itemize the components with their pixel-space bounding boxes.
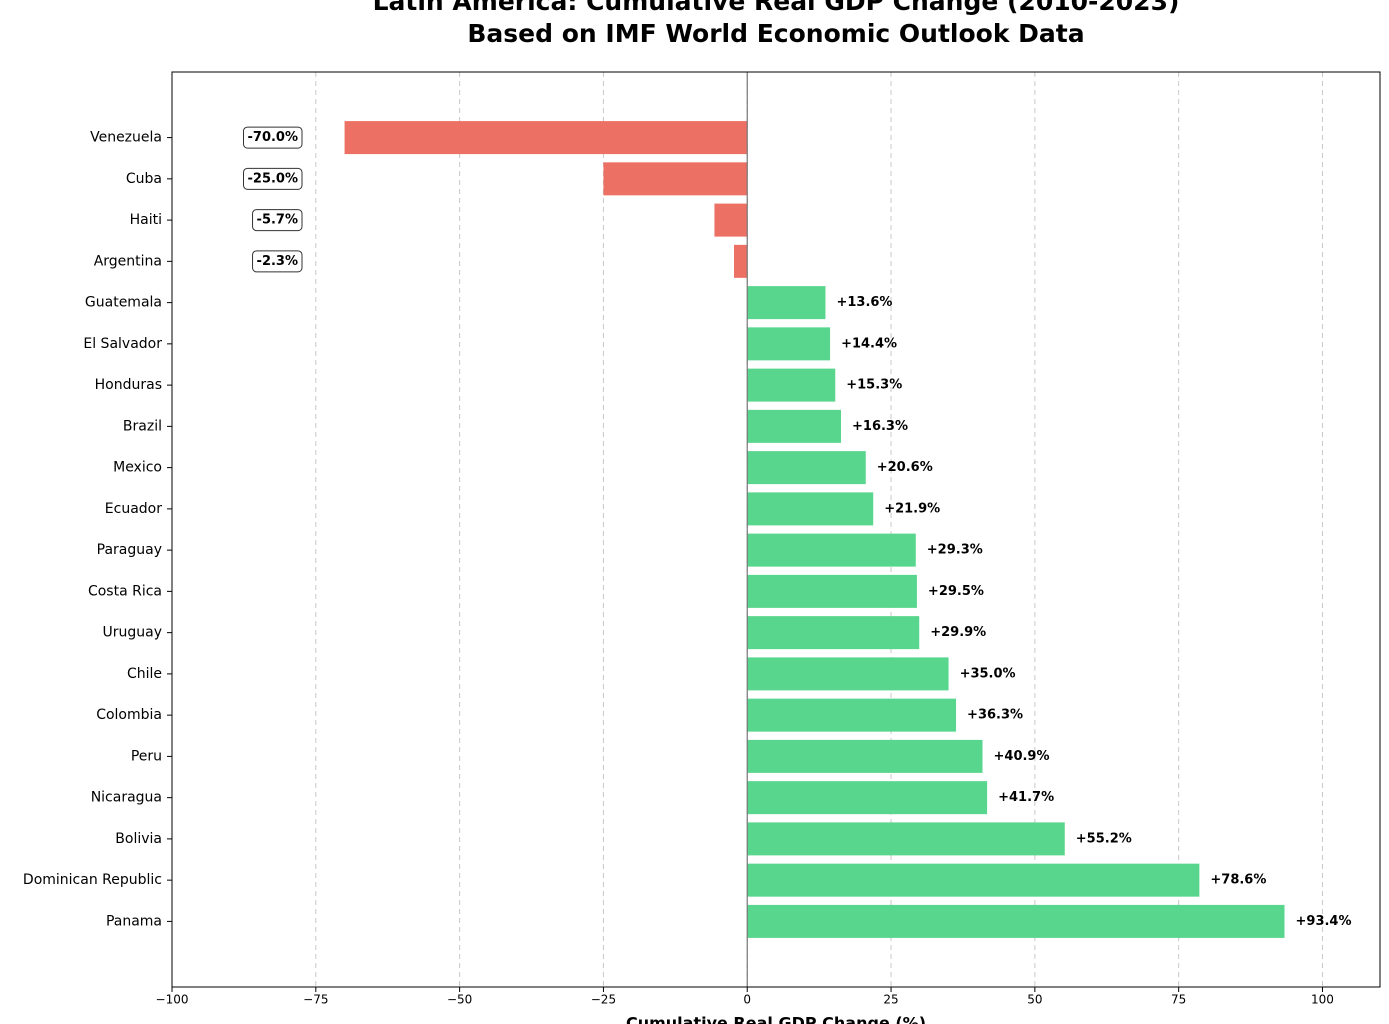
value-label: +16.3% <box>852 419 908 434</box>
y-tick-label: Colombia <box>96 707 162 723</box>
bar <box>747 286 826 320</box>
x-tick-label: −75 <box>303 993 328 1007</box>
bar <box>747 533 916 567</box>
value-label: -5.7% <box>257 213 298 228</box>
value-label: +41.7% <box>998 790 1054 805</box>
value-label: +15.3% <box>846 378 902 393</box>
axes-frame <box>171 71 1381 988</box>
x-tick-label: −100 <box>156 993 189 1007</box>
value-label: +40.9% <box>994 749 1050 764</box>
value-label: +29.3% <box>927 543 983 558</box>
value-label: -25.0% <box>248 171 299 186</box>
x-tick-label: 25 <box>883 993 898 1007</box>
bar <box>734 244 748 278</box>
y-tick-label: Costa Rica <box>88 583 162 599</box>
y-tick-label: Venezuela <box>90 130 162 146</box>
bar <box>603 162 748 196</box>
value-label: +36.3% <box>967 708 1023 723</box>
value-label: +13.6% <box>836 295 892 310</box>
bar <box>747 657 949 691</box>
bar <box>747 863 1200 897</box>
y-tick-label: Brazil <box>123 418 162 434</box>
value-label: -2.3% <box>257 254 298 269</box>
bar <box>747 492 874 526</box>
value-label: +29.5% <box>928 584 984 599</box>
bar <box>747 822 1065 856</box>
y-tick-label: Paraguay <box>97 542 162 558</box>
x-tick-label: 50 <box>1027 993 1042 1007</box>
value-label: +78.6% <box>1210 873 1266 888</box>
y-tick-label: Chile <box>127 666 162 682</box>
y-tick-label: Haiti <box>130 212 162 228</box>
bar <box>747 904 1285 938</box>
label-box <box>243 126 303 149</box>
y-tick-label: Peru <box>131 748 162 764</box>
y-tick-label: Honduras <box>95 377 162 393</box>
y-tick-label: Guatemala <box>85 295 162 311</box>
y-tick-label: Ecuador <box>105 501 162 517</box>
x-tick-label: 100 <box>1311 993 1334 1007</box>
bar <box>747 781 988 815</box>
bar <box>714 203 748 237</box>
value-label: +14.4% <box>841 336 897 351</box>
x-tick-label: −25 <box>591 993 616 1007</box>
value-label: -70.0% <box>248 130 299 145</box>
bar <box>747 739 983 773</box>
label-box <box>252 209 303 232</box>
bar <box>747 616 920 650</box>
value-label: +21.9% <box>884 501 940 516</box>
value-label: +35.0% <box>960 666 1016 681</box>
y-tick-label: Dominican Republic <box>23 872 162 888</box>
value-label: +20.6% <box>877 460 933 475</box>
y-tick-label: Panama <box>106 913 162 929</box>
bar <box>747 327 831 361</box>
bar <box>747 698 957 732</box>
bar <box>747 409 842 443</box>
bar <box>747 368 836 402</box>
value-label: +55.2% <box>1076 831 1132 846</box>
x-axis-label: Cumulative Real GDP Change (%) <box>626 1014 926 1024</box>
x-tick-label: −50 <box>447 993 472 1007</box>
chart-subtitle: Based on IMF World Economic Outlook Data <box>467 19 1084 48</box>
y-tick-label: Bolivia <box>115 831 162 847</box>
label-box <box>243 167 303 190</box>
chart-title: Latin America: Cumulative Real GDP Chang… <box>373 0 1180 16</box>
value-label: +93.4% <box>1296 914 1352 929</box>
value-label: +29.9% <box>930 625 986 640</box>
x-tick-label: 0 <box>743 993 751 1007</box>
x-tick-label: 75 <box>1171 993 1186 1007</box>
y-tick-label: Cuba <box>126 171 162 187</box>
bar <box>747 574 917 608</box>
y-tick-label: Uruguay <box>103 625 163 641</box>
label-box <box>252 250 303 273</box>
y-tick-label: El Salvador <box>83 336 162 352</box>
bar <box>344 121 748 155</box>
y-tick-label: Mexico <box>113 460 162 476</box>
y-tick-label: Argentina <box>94 253 162 269</box>
y-tick-label: Nicaragua <box>91 790 162 806</box>
bar <box>747 451 866 485</box>
